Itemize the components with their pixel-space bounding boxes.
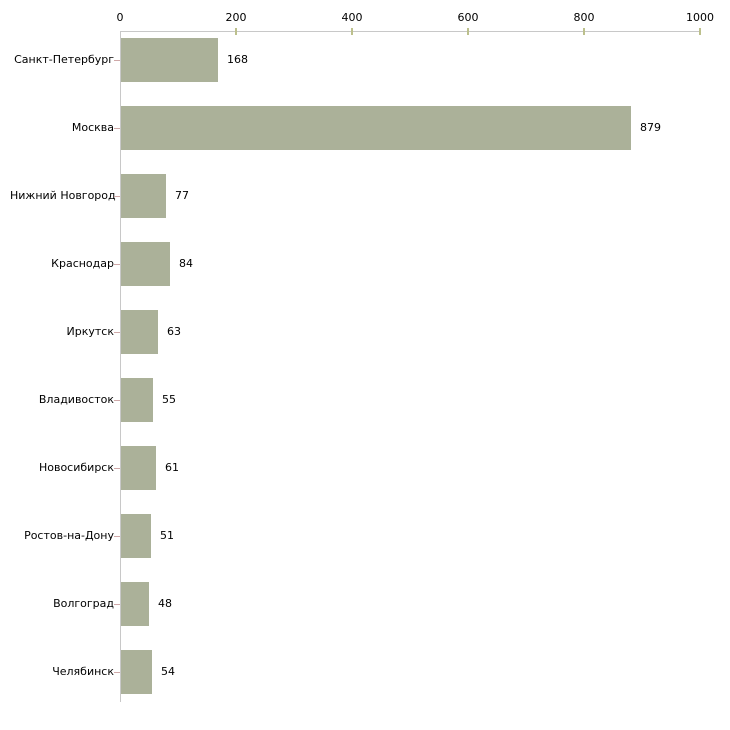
x-tick-mark [467,28,469,35]
category-label: Нижний Новгород [10,189,116,202]
y-tick-mark [114,332,120,333]
bar [121,582,149,626]
bar [121,38,218,82]
category-label: Краснодар [51,257,114,270]
value-label: 61 [165,461,179,474]
y-tick-mark [114,400,120,401]
category-label: Москва [71,121,114,134]
bar [121,446,156,490]
y-tick-mark [114,672,120,673]
value-label: 48 [158,597,172,610]
bar [121,242,170,286]
x-tick-label: 0 [116,11,124,24]
value-label: 54 [161,665,175,678]
bar [121,174,166,218]
value-label: 51 [160,529,174,542]
y-tick-mark [114,604,120,605]
category-label: Ростов-на-Дону [24,529,114,542]
x-tick-label: 800 [573,11,595,24]
x-tick-mark [351,28,353,35]
bar [121,650,152,694]
x-tick-mark [699,28,701,35]
x-axis-line [120,31,701,32]
value-label: 55 [162,393,176,406]
y-tick-mark [114,264,120,265]
y-axis-line [120,31,121,702]
value-label: 77 [175,189,189,202]
x-tick-label: 600 [457,11,479,24]
y-tick-mark [114,536,120,537]
bar [121,310,158,354]
y-tick-mark [114,128,120,129]
y-tick-mark [114,60,120,61]
value-label: 84 [179,257,193,270]
x-tick-label: 400 [341,11,363,24]
x-tick-mark [235,28,237,35]
x-tick-mark [583,28,585,35]
value-label: 168 [227,53,248,66]
y-tick-mark [114,196,120,197]
bar [121,514,151,558]
value-label: 63 [167,325,181,338]
category-label: Иркутск [66,325,114,338]
x-tick-label: 1000 [686,11,714,24]
category-label: Санкт-Петербург [14,53,114,66]
category-label: Волгоград [53,597,114,610]
bar [121,378,153,422]
value-label: 879 [640,121,661,134]
category-label: Новосибирск [38,461,114,474]
x-tick-label: 200 [225,11,247,24]
category-label: Владивосток [38,393,114,406]
y-tick-mark [114,468,120,469]
category-label: Челябинск [52,665,114,678]
bar [121,106,631,150]
